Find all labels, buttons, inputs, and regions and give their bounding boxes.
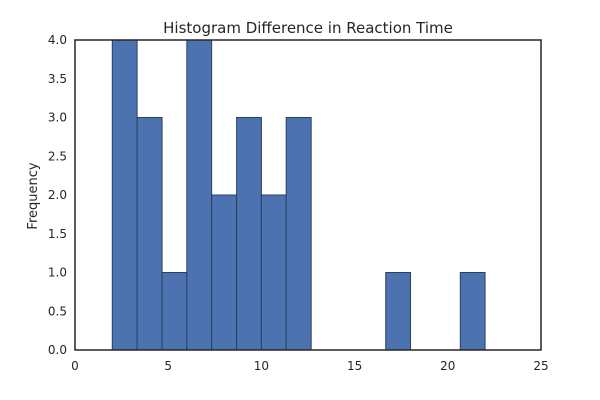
histogram-bar-6 [260,194,287,351]
histogram-bar-1 [136,117,163,351]
x-tick-label: 25 [533,359,548,373]
x-tick-label: 5 [164,359,172,373]
y-tick-label: 0.0 [48,343,67,357]
histogram-bar-5 [236,117,262,351]
y-tick-label: 1.5 [48,227,67,241]
y-tick-label: 1.0 [48,266,67,280]
histogram-bar-4 [211,194,238,351]
x-tick-labels: 0 5 10 15 20 25 [71,359,548,373]
histogram-bar-14 [459,272,486,351]
bars-group [111,39,486,351]
y-axis-label: Frequency [26,162,41,229]
histogram-bar-3 [186,39,213,351]
y-tick-label: 0.5 [48,304,67,318]
histogram-bar-7 [285,117,312,351]
y-tick-labels: 0.0 0.5 1.0 1.5 2.0 2.5 3.0 3.5 4.0 [48,33,67,357]
plot-frame [74,39,542,351]
histogram-bar-11 [385,272,412,351]
histogram-bar-2 [161,272,188,351]
chart-title: Histogram Difference in Reaction Time [163,19,453,37]
y-tick-label: 3.0 [48,111,67,125]
y-tick-label: 2.0 [48,188,67,202]
y-tick-label: 4.0 [48,33,67,47]
x-tick-label: 20 [440,359,455,373]
x-tick-label: 0 [71,359,79,373]
x-tick-label: 15 [347,359,362,373]
histogram-bar-0 [111,39,138,351]
x-tick-label: 10 [254,359,269,373]
y-tick-label: 3.5 [48,72,67,86]
y-tick-label: 2.5 [48,149,67,163]
